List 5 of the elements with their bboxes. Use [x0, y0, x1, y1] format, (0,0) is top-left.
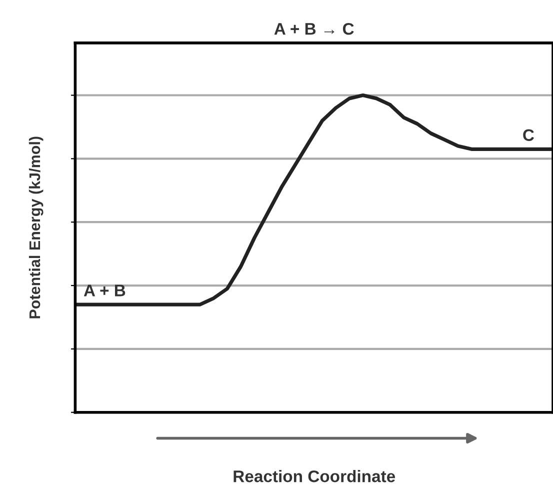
y-axis-title: Potential Energy (kJ/mol) [28, 136, 44, 318]
chart-title: A + B → C [274, 22, 354, 35]
x-axis-title: Reaction Coordinate [234, 470, 396, 482]
annotation: C [523, 129, 534, 141]
annotation: A + B [84, 284, 126, 296]
